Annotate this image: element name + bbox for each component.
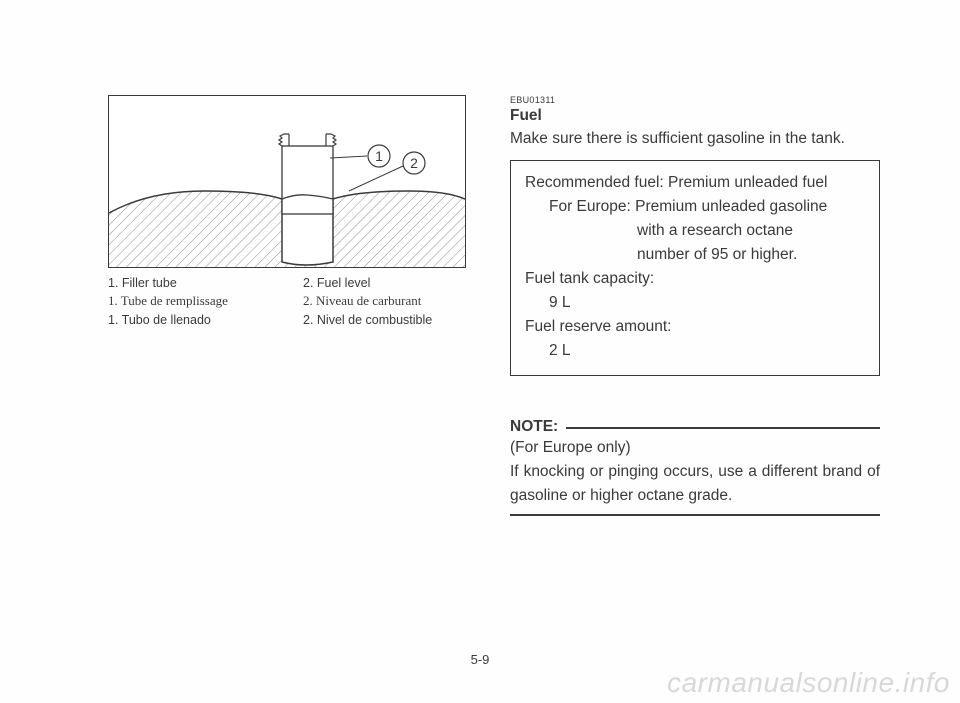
diagram-captions: 1. Filler tube 2. Fuel level 1. Tube de … [108, 274, 468, 329]
spec-line: 9 L [525, 291, 867, 315]
spec-line: Fuel reserve amount: [525, 315, 867, 339]
manual-page: 1 2 1. Filler tube 2. Fuel level 1. Tube… [0, 0, 960, 703]
document-code: EBU01311 [510, 95, 880, 105]
spec-line: 2 L [525, 339, 867, 363]
note-header: NOTE: [510, 418, 880, 436]
caption-fr-1: 1. Tube de remplissage [108, 292, 303, 311]
spec-line: For Europe: Premium unleaded gasoline [525, 195, 867, 219]
page-number: 5-9 [0, 652, 960, 667]
caption-en-1: 1. Filler tube [108, 274, 303, 292]
caption-es-2: 2. Nivel de combustible [303, 311, 468, 329]
two-column-layout: 1 2 1. Filler tube 2. Fuel level 1. Tube… [108, 95, 885, 516]
note-line-1: (For Europe only) [510, 436, 880, 460]
note-end-rule [510, 514, 880, 516]
note-rule [566, 427, 880, 429]
note-label: NOTE: [510, 418, 558, 436]
right-column: EBU01311 Fuel Make sure there is suffici… [510, 95, 880, 516]
section-title: Fuel [510, 107, 880, 125]
watermark: carmanualsonline.info [667, 667, 950, 699]
svg-text:1: 1 [375, 148, 383, 164]
left-column: 1 2 1. Filler tube 2. Fuel level 1. Tube… [108, 95, 468, 516]
note-line-2: If knocking or pinging occurs, use a dif… [510, 460, 880, 508]
caption-en-2: 2. Fuel level [303, 274, 468, 292]
spec-line: with a research octane [525, 219, 867, 243]
spec-line: Fuel tank capacity: [525, 267, 867, 291]
intro-text: Make sure there is sufficient gasoline i… [510, 127, 880, 150]
caption-es-1: 1. Tubo de llenado [108, 311, 303, 329]
caption-fr-2: 2. Niveau de carburant [303, 292, 468, 311]
fuel-tank-diagram: 1 2 [108, 95, 466, 268]
fuel-spec-box: Recommended fuel: Premium unleaded fuel … [510, 160, 880, 376]
svg-text:2: 2 [410, 155, 418, 171]
spec-line: Recommended fuel: Premium unleaded fuel [525, 171, 867, 195]
spec-line: number of 95 or higher. [525, 243, 867, 267]
